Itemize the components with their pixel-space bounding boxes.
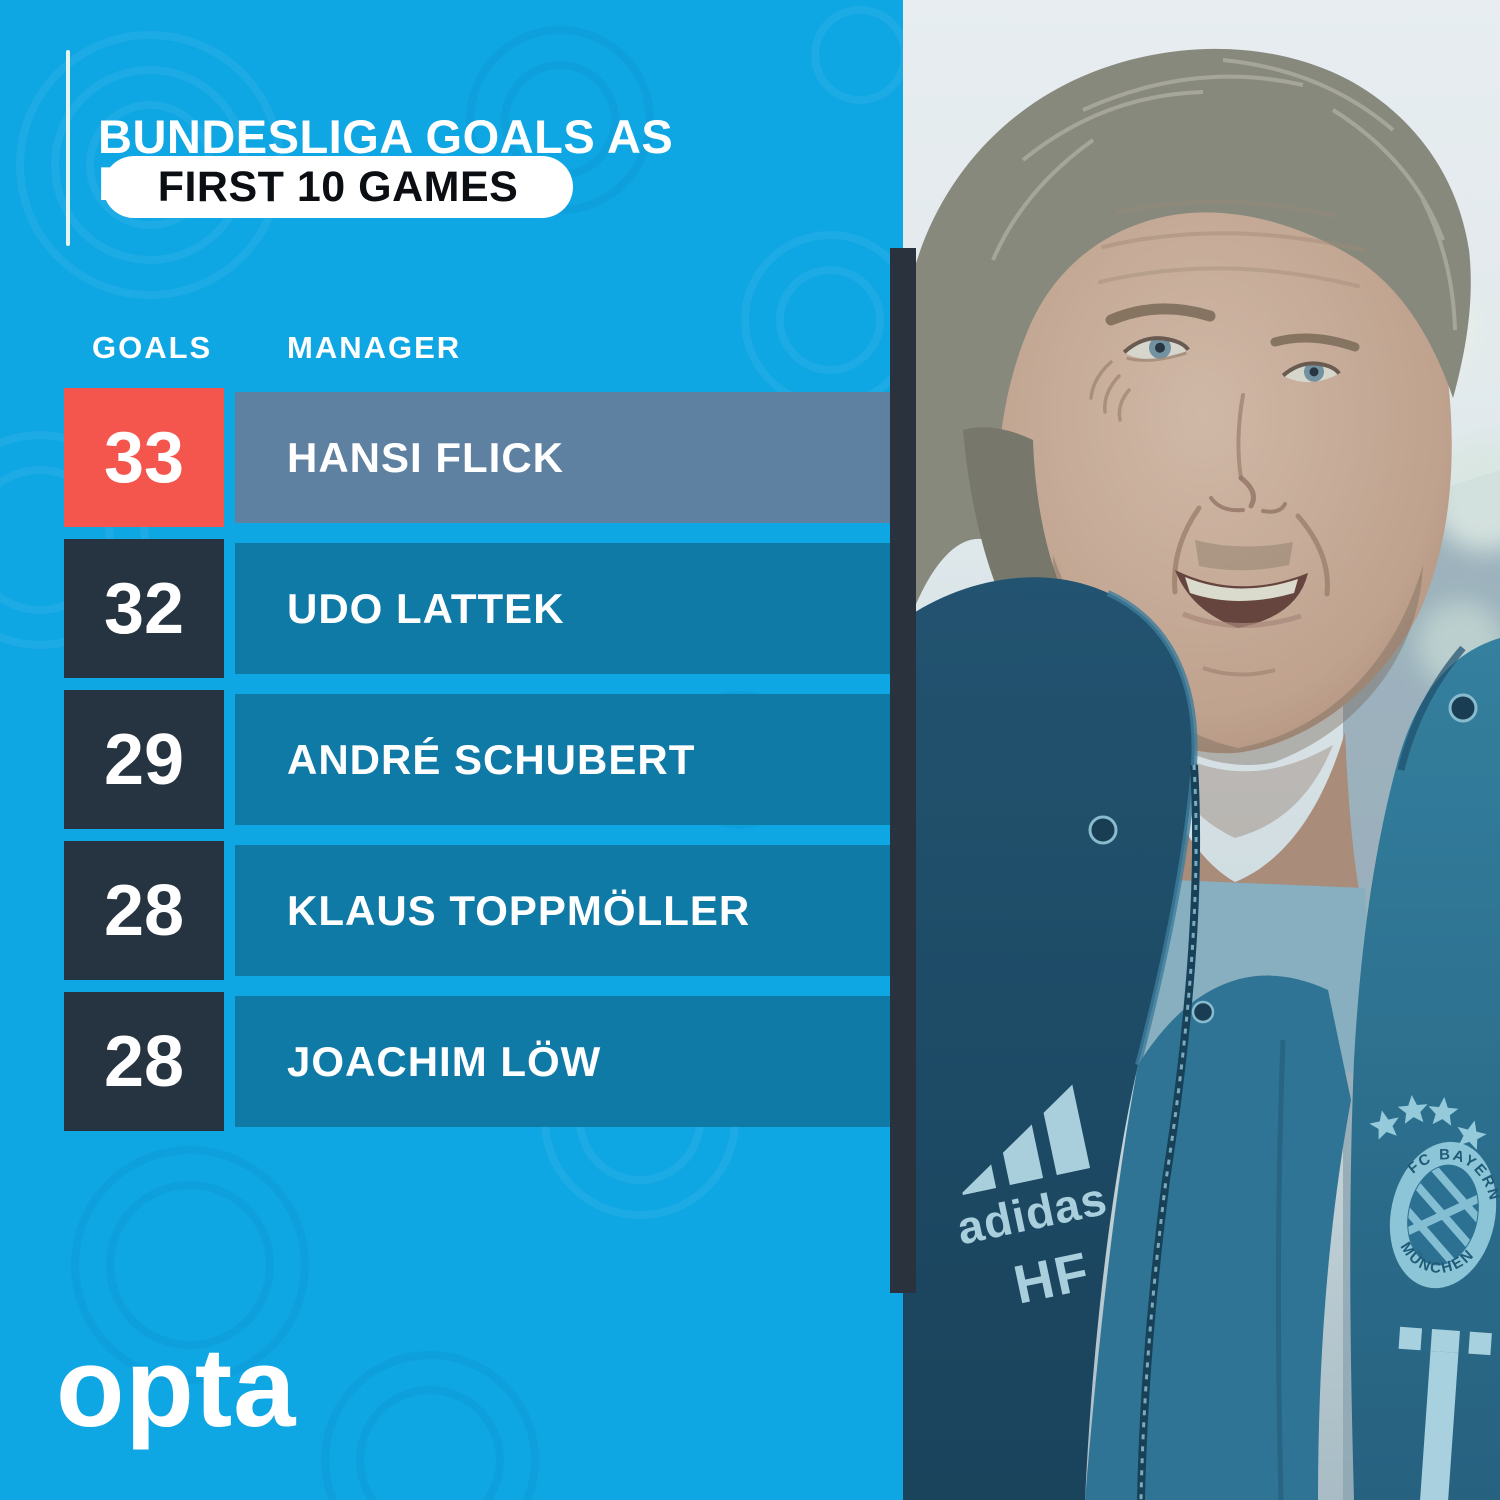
jacket-seam xyxy=(1275,1039,1286,1500)
neck xyxy=(1127,718,1365,928)
goals-value: 32 xyxy=(103,568,185,649)
snap-buttons xyxy=(1088,693,1478,1024)
hair-texture xyxy=(991,58,1457,331)
goals-value: 29 xyxy=(103,719,185,800)
mouth xyxy=(1175,570,1308,628)
chin-shadow xyxy=(1153,740,1333,838)
manager-name: UDO LATTEK xyxy=(287,584,565,632)
manager-photo: adidas HF FC BAYERN xyxy=(903,0,1500,1500)
eyebrows xyxy=(1105,303,1360,352)
photo-tint xyxy=(903,0,1500,1500)
zipper xyxy=(1137,764,1201,1500)
smile-lines xyxy=(1172,505,1330,597)
hair xyxy=(903,48,1471,640)
goals-cell: 28 xyxy=(64,841,224,980)
goals-cell: 32 xyxy=(64,539,224,678)
subtitle-text: FIRST 10 GAMES xyxy=(157,162,519,211)
chin-crease xyxy=(1202,666,1276,677)
left-eye xyxy=(1122,336,1190,362)
jacket-center xyxy=(1085,975,1351,1500)
stubble-upper-lip xyxy=(1195,540,1293,571)
jacket: adidas HF FC BAYERN xyxy=(903,577,1500,1500)
jacket-left-collar xyxy=(903,577,1195,1500)
table-row: 28 JOACHIM LÖW xyxy=(64,992,890,1131)
manager-cell: UDO LATTEK xyxy=(235,543,890,674)
table-row: 33 HANSI FLICK xyxy=(64,388,890,527)
goals-cell: 29 xyxy=(64,690,224,829)
crow-feet-wrinkles xyxy=(1089,360,1131,422)
goals-value: 28 xyxy=(103,1021,185,1102)
column-header-manager: MANAGER xyxy=(287,330,462,365)
manager-cell: KLAUS TOPPMÖLLER xyxy=(235,845,890,976)
subtitle-pill: FIRST 10 GAMES xyxy=(103,156,573,218)
column-header-goals: GOALS xyxy=(92,330,213,365)
manager-cell: ANDRÉ SCHUBERT xyxy=(235,694,890,825)
manager-name: JOACHIM LÖW xyxy=(287,1037,602,1085)
table-row: 32 UDO LATTEK xyxy=(64,539,890,678)
manager-cell: HANSI FLICK xyxy=(235,392,890,523)
divider-bar xyxy=(890,248,916,1293)
table-row: 29 ANDRÉ SCHUBERT xyxy=(64,690,890,829)
manager-name: KLAUS TOPPMÖLLER xyxy=(287,886,751,934)
goals-cell: 28 xyxy=(64,992,224,1131)
jacket-right-collar-fold xyxy=(1397,645,1466,771)
manager-cell: JOACHIM LÖW xyxy=(235,996,890,1127)
goals-cell: 33 xyxy=(64,388,224,527)
title-accent-line xyxy=(66,50,70,246)
table-row: 28 KLAUS TOPPMÖLLER xyxy=(64,841,890,980)
manager-name: ANDRÉ SCHUBERT xyxy=(287,735,696,783)
jacket-right xyxy=(1350,638,1500,1500)
stats-panel: BUNDESLIGA GOALS AS MANAGER FIRST 10 GAM… xyxy=(0,6,903,1450)
goals-value: 33 xyxy=(103,417,185,498)
opta-logo: opta xyxy=(56,1325,297,1450)
nose xyxy=(1209,393,1287,514)
manager-name: HANSI FLICK xyxy=(287,433,564,481)
forehead-lines xyxy=(1098,199,1365,288)
goals-value: 28 xyxy=(103,870,185,951)
right-eye xyxy=(1281,361,1341,383)
telekom-logo-icon xyxy=(1398,1326,1492,1500)
